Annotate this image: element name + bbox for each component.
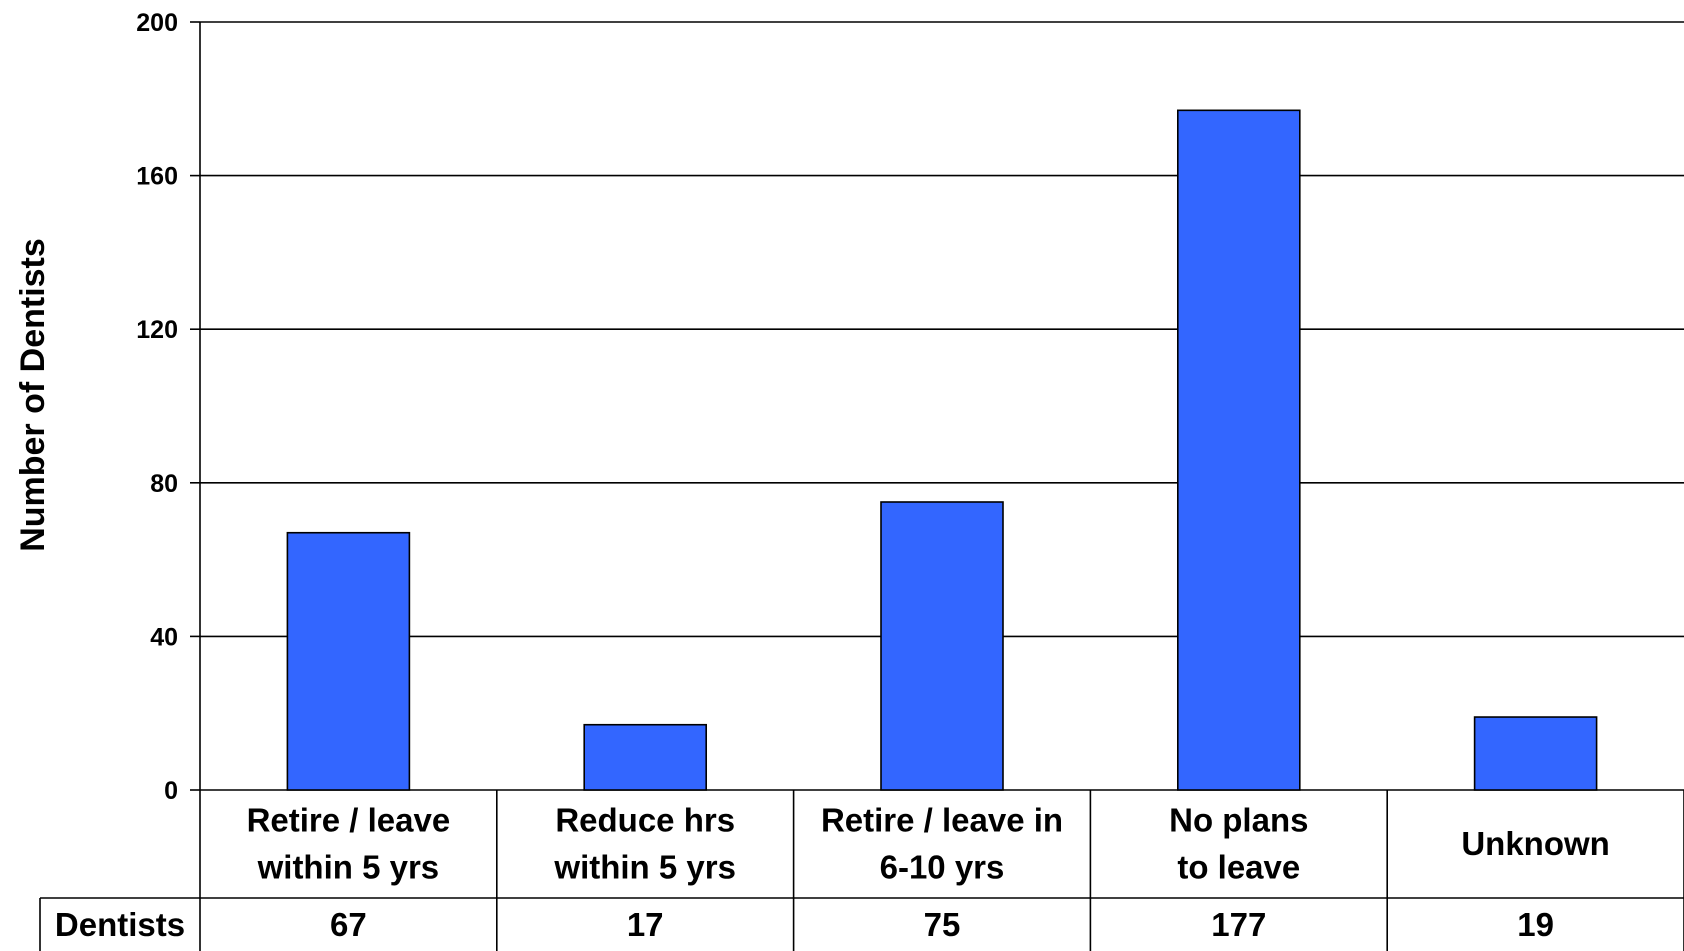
- category-label: Reduce hrs: [555, 802, 735, 839]
- table-value: 19: [1517, 906, 1554, 943]
- table-value: 17: [627, 906, 664, 943]
- gridlines: [200, 21, 1684, 791]
- y-axis-label: Number of Dentists: [14, 238, 52, 552]
- y-tick-label: 0: [164, 777, 178, 805]
- category-label: to leave: [1177, 849, 1300, 886]
- table-value: 67: [330, 906, 367, 943]
- bar: [1473, 716, 1598, 791]
- y-tick-label: 40: [150, 623, 178, 651]
- y-tick-label: 80: [150, 470, 178, 498]
- category-label: 6-10 yrs: [880, 849, 1005, 886]
- table-value: 177: [1211, 906, 1266, 943]
- bar: [880, 501, 1004, 791]
- y-tick-label: 120: [136, 316, 178, 344]
- category-label: No plans: [1169, 802, 1308, 839]
- bar: [1177, 109, 1301, 791]
- y-tick-label: 160: [136, 163, 178, 191]
- table-series-label: Dentists: [55, 906, 185, 943]
- data-table: Dentists Retire / leave within 5 yrs 67 Redu…: [39, 790, 1684, 951]
- category-label: Retire / leave: [247, 802, 451, 839]
- bar: [583, 723, 708, 791]
- bars: [286, 109, 1598, 791]
- bar: [286, 531, 411, 791]
- category-label: Retire / leave in: [821, 802, 1063, 839]
- y-axis-ticks: 0 40 80 120 160 200: [136, 9, 201, 951]
- category-label: Unknown: [1461, 825, 1609, 862]
- y-tick-label: 200: [136, 9, 178, 37]
- table-value: 75: [924, 906, 961, 943]
- category-label: within 5 yrs: [257, 849, 440, 886]
- category-label: within 5 yrs: [553, 849, 736, 886]
